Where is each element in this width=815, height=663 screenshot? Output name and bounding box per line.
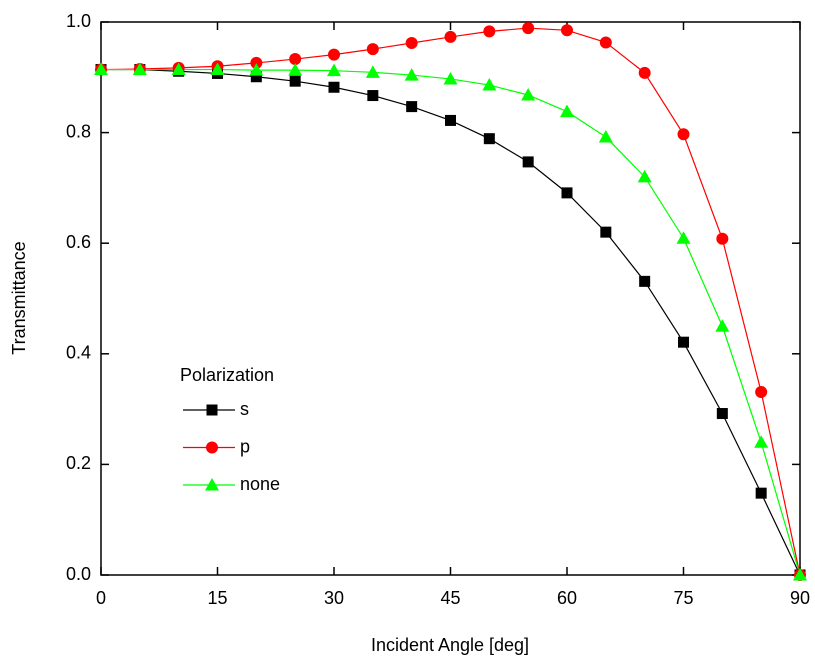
x-tick-label: 15 [207, 588, 227, 608]
marker [443, 71, 458, 85]
series-line [101, 68, 801, 576]
y-tick-label: 0.0 [66, 564, 91, 584]
marker [250, 56, 263, 69]
marker [289, 53, 302, 66]
marker [561, 187, 573, 199]
marker [716, 408, 728, 420]
y-tick-label: 0.8 [66, 121, 91, 141]
x-tick-label: 90 [790, 588, 810, 608]
marker [327, 63, 341, 77]
marker [676, 231, 691, 244]
x-tick-label: 30 [324, 588, 344, 608]
marker [328, 48, 340, 61]
legend-label: s [240, 399, 249, 419]
marker [94, 62, 108, 76]
marker [793, 568, 807, 581]
marker [288, 63, 303, 76]
series-line [101, 68, 801, 576]
marker [598, 130, 613, 143]
marker [755, 385, 768, 398]
legend-title: Polarization [180, 365, 274, 385]
marker [404, 68, 419, 81]
marker [677, 128, 690, 141]
marker [366, 43, 379, 56]
marker [210, 62, 225, 76]
marker [561, 24, 573, 37]
marker [482, 78, 497, 91]
marker [328, 81, 340, 93]
marker [249, 63, 264, 76]
y-tick-label: 0.6 [66, 232, 91, 252]
marker [678, 336, 689, 348]
marker [132, 62, 147, 76]
x-axis-label: Incident Angle [deg] [371, 635, 529, 655]
x-tick-label: 60 [557, 588, 577, 608]
marker [405, 37, 418, 50]
marker [638, 66, 651, 79]
y-tick-label: 1.0 [66, 11, 91, 31]
marker [600, 226, 612, 238]
marker [406, 101, 418, 113]
marker [171, 62, 186, 76]
marker [521, 87, 536, 101]
marker [637, 169, 652, 183]
marker [444, 30, 457, 43]
marker [639, 275, 651, 287]
y-tick-label: 0.4 [66, 343, 91, 363]
marker [560, 104, 574, 118]
marker [250, 71, 262, 83]
marker [755, 487, 767, 499]
x-tick-label: 45 [440, 588, 460, 608]
marker [367, 90, 379, 102]
x-tick-label: 75 [673, 588, 693, 608]
marker [483, 133, 495, 145]
marker [522, 22, 535, 35]
x-tick-label: 0 [96, 588, 106, 608]
plot-frame [100, 21, 801, 576]
marker [483, 25, 496, 38]
legend-label: p [240, 436, 250, 456]
marker [445, 114, 456, 126]
marker [289, 75, 301, 87]
marker [715, 319, 730, 332]
marker [754, 435, 769, 448]
marker [716, 232, 729, 245]
y-tick-label: 0.2 [66, 453, 91, 473]
legend-label: none [240, 474, 280, 494]
marker [522, 156, 534, 168]
marker [205, 478, 219, 491]
series-line [100, 27, 801, 576]
marker [365, 65, 380, 78]
marker [206, 441, 218, 454]
y-axis-label: Transmittance [9, 241, 29, 354]
marker [599, 36, 612, 49]
marker [206, 404, 218, 416]
